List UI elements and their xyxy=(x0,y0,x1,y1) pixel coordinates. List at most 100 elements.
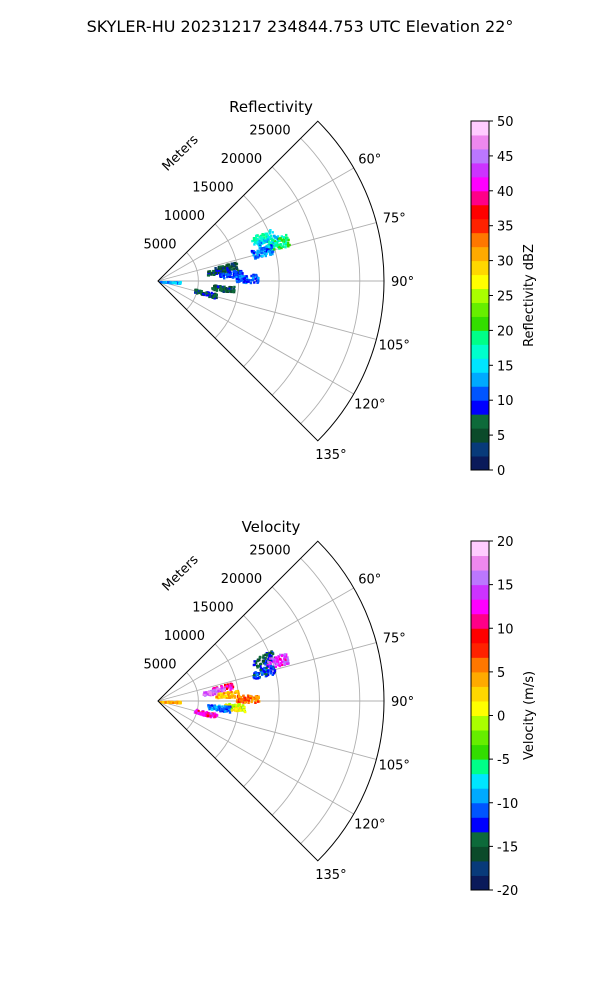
colorbar-segment xyxy=(471,316,489,331)
radar-gate xyxy=(242,694,245,697)
radar-gate xyxy=(269,244,273,247)
radar-gate xyxy=(223,272,226,275)
radar-gate xyxy=(263,247,267,251)
radar-gate xyxy=(230,690,233,694)
theta-tick-label: 75° xyxy=(383,212,406,227)
radar-gate xyxy=(239,699,242,702)
radar-gate xyxy=(254,675,257,679)
radar-gate xyxy=(251,239,254,243)
radar-gate xyxy=(267,236,270,239)
radar-gate xyxy=(259,668,262,672)
theta-tick-label: 60° xyxy=(358,573,381,588)
radar-gate xyxy=(269,229,272,232)
radar-gate xyxy=(212,295,216,299)
radar-gate xyxy=(213,705,216,708)
radar-gate xyxy=(283,657,286,660)
radar-gate xyxy=(231,685,235,688)
radar-gate xyxy=(230,265,233,268)
radar-gate xyxy=(228,706,231,709)
data-cluster xyxy=(215,689,240,700)
radar-gate xyxy=(233,267,236,271)
radar-gate xyxy=(265,237,268,240)
radar-gate xyxy=(237,269,240,272)
radar-gate xyxy=(269,661,272,664)
radar-gate xyxy=(198,289,202,292)
radar-gate xyxy=(230,288,233,291)
radar-gate xyxy=(222,272,225,275)
radar-gate xyxy=(262,236,266,239)
radar-gate xyxy=(285,233,288,237)
radar-gate xyxy=(287,238,290,242)
radar-gate xyxy=(229,272,233,276)
data-cluster xyxy=(252,665,277,680)
radar-gate xyxy=(225,685,228,688)
radar-gate xyxy=(265,652,269,656)
radar-gate xyxy=(255,671,258,675)
radar-gate xyxy=(171,281,174,285)
radar-gate xyxy=(265,235,268,238)
panel-title: Velocity xyxy=(242,518,301,536)
radar-gate xyxy=(278,657,282,661)
radar-gate xyxy=(221,689,224,692)
colorbar-segment xyxy=(471,744,489,760)
radar-gate xyxy=(271,673,274,676)
colorbar-segment xyxy=(471,121,489,136)
colorbar-tick-label: -20 xyxy=(497,884,518,899)
radar-gate xyxy=(242,698,245,701)
radar-gate xyxy=(220,693,223,697)
radar-gate xyxy=(269,241,273,244)
data-cluster xyxy=(211,284,236,294)
radar-gate xyxy=(232,287,236,290)
radar-gate xyxy=(269,651,273,654)
radar-gate xyxy=(253,660,256,663)
radar-gate xyxy=(227,267,231,270)
radar-gate xyxy=(205,712,208,715)
radar-gate xyxy=(167,281,171,284)
radar-gate xyxy=(243,701,247,704)
radar-gate xyxy=(254,277,257,280)
radar-gate xyxy=(226,264,229,267)
radar-gate xyxy=(215,688,218,692)
radar-gate xyxy=(201,713,205,717)
radar-gate xyxy=(235,266,238,270)
colorbar-segment xyxy=(471,875,489,891)
theta-tick-label: 120° xyxy=(354,397,385,412)
radar-gate xyxy=(211,708,214,711)
grid-spoke xyxy=(157,700,377,760)
radar-gate xyxy=(220,687,223,690)
radar-gate xyxy=(212,294,215,297)
colorbar-segment xyxy=(471,846,489,862)
radar-gate xyxy=(217,270,221,273)
radar-gate xyxy=(206,714,210,717)
radar-gate xyxy=(208,293,211,296)
radar-gate xyxy=(226,273,230,276)
radar-gate xyxy=(208,693,212,696)
radar-gate xyxy=(197,709,200,713)
radar-gate xyxy=(172,701,175,704)
radar-gate xyxy=(266,665,269,668)
radar-gate xyxy=(247,699,251,702)
radar-gate xyxy=(280,660,284,664)
radar-gate xyxy=(271,238,274,242)
radar-gate xyxy=(261,242,264,245)
radar-gate xyxy=(213,285,216,288)
radar-gate xyxy=(257,255,260,259)
colorbar-segment xyxy=(471,831,489,847)
radar-gate xyxy=(232,276,235,279)
radar-gate xyxy=(203,691,206,694)
radar-gate xyxy=(273,240,277,243)
radar-gate xyxy=(279,237,282,240)
radar-gate xyxy=(239,696,242,699)
radar-gate xyxy=(276,235,280,238)
radar-gate xyxy=(232,708,235,711)
colorbar-tick-label: 30 xyxy=(497,255,514,270)
grid-spoke xyxy=(157,280,354,395)
radar-gate xyxy=(195,709,198,713)
colorbar-tick-label: 35 xyxy=(497,220,514,235)
data-cluster xyxy=(267,233,291,253)
radar-gate xyxy=(257,695,260,698)
radar-gate xyxy=(227,289,231,292)
radar-gate xyxy=(226,269,230,272)
radar-gate xyxy=(215,287,218,290)
